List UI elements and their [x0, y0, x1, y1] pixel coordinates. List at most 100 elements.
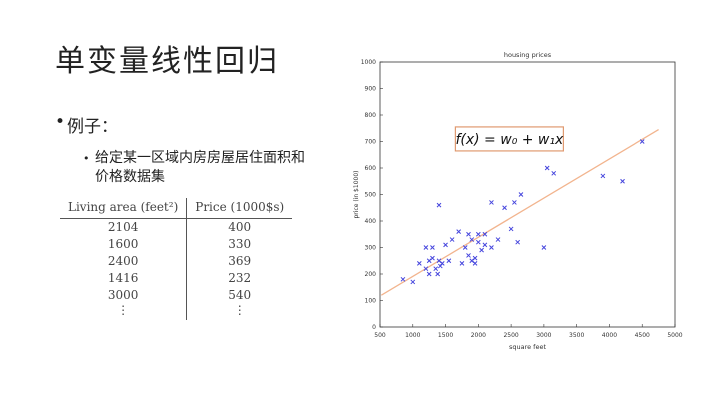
y-axis-label: price (in $1000) — [353, 171, 360, 219]
table-cell: ⋮ — [60, 304, 188, 320]
data-point — [472, 255, 478, 261]
y-tick-label: 800 — [365, 112, 377, 119]
plot-frame — [379, 61, 676, 328]
data-table: Living area (feet²) Price (1000$s) 2104 … — [60, 198, 293, 320]
data-point — [449, 237, 455, 242]
data-point — [472, 261, 478, 266]
data-point — [423, 245, 429, 250]
bullet-text: 例子： — [67, 117, 118, 137]
table-row-ellipsis: ⋮ ⋮ — [60, 304, 292, 320]
table-row: 2400 369 — [60, 253, 292, 270]
data-point — [430, 245, 435, 250]
bullet-list: • 例子： • 给定某一区域内房房屋居住面积和价格数据集 — [55, 112, 325, 187]
y-tick-label: 400 — [365, 218, 377, 225]
y-tick-label: 900 — [365, 86, 377, 93]
table-row: 3000 540 — [60, 287, 292, 304]
table-cell: ⋮ — [233, 303, 246, 317]
data-point — [518, 192, 524, 197]
x-tick-label: 3500 — [569, 332, 584, 339]
x-tick-label: 2500 — [503, 332, 518, 339]
data-point — [430, 255, 435, 261]
table-cell: 232 — [228, 271, 252, 285]
y-tick-label: 300 — [365, 245, 377, 252]
data-point — [466, 231, 471, 237]
data-point — [469, 237, 475, 242]
data-point — [416, 261, 422, 266]
bullet-dot: • — [83, 152, 90, 165]
table-row: 1416 232 — [60, 270, 292, 287]
table-cell: 400 — [228, 220, 252, 234]
table-cell: 330 — [228, 237, 252, 251]
table-cell: 3000 — [60, 287, 188, 304]
data-point — [456, 229, 462, 234]
data-point — [508, 226, 514, 232]
data-point — [479, 247, 484, 253]
data-point — [495, 237, 501, 242]
table-cell: 369 — [228, 254, 252, 268]
table-cell: 1600 — [60, 236, 188, 253]
x-tick-label: 500 — [374, 332, 386, 339]
table-row: 1600 330 — [60, 236, 292, 253]
data-point — [433, 266, 439, 272]
formula-text: f(x) = w₀ + w₁x — [455, 132, 564, 148]
table-cell: 1416 — [60, 270, 188, 287]
data-point — [489, 200, 494, 205]
x-tick-label: 3000 — [536, 332, 551, 339]
data-point — [541, 245, 547, 250]
data-point — [512, 200, 517, 205]
table-cell: 2104 — [60, 218, 188, 236]
bullet-item-example: • 例子： — [55, 112, 325, 137]
data-point — [502, 205, 507, 211]
data-point — [551, 170, 557, 176]
data-point — [620, 178, 625, 184]
data-point — [443, 242, 448, 248]
data-point — [489, 245, 494, 250]
table-cell: 540 — [228, 288, 252, 302]
table-header-area: Living area (feet²) — [60, 198, 188, 219]
data-point — [475, 231, 481, 237]
table-cell: 2400 — [60, 253, 188, 270]
data-point — [600, 173, 606, 179]
bullet-dot: • — [55, 112, 66, 132]
x-tick-label: 1500 — [438, 332, 453, 339]
data-point — [544, 165, 550, 171]
data-point — [459, 261, 465, 266]
data-point — [462, 245, 468, 250]
table-header-row: Living area (feet²) Price (1000$s) — [60, 198, 293, 219]
x-tick-label: 5000 — [667, 332, 682, 339]
data-point — [475, 239, 481, 245]
formula-box — [454, 126, 564, 152]
data-point — [436, 202, 442, 208]
data-point — [439, 261, 445, 266]
bullet-text: 给定某一区域内房房屋居住面积和价格数据集 — [95, 150, 305, 185]
y-tick-label: 1000 — [361, 59, 376, 66]
data-point — [515, 239, 521, 245]
y-tick-label: 700 — [365, 139, 377, 146]
slide-title: 单变量线性回归 — [55, 44, 279, 79]
data-point — [426, 271, 432, 277]
data-point — [466, 253, 471, 258]
data-point — [639, 139, 645, 144]
table-header-price: Price (1000$s) — [186, 198, 293, 219]
data-point — [400, 276, 406, 282]
x-axis-label: square feet — [509, 343, 546, 351]
data-point — [446, 258, 452, 264]
table-row: 2104 400 — [60, 218, 292, 236]
y-tick-label: 100 — [365, 298, 377, 305]
bullet-item-dataset: • 给定某一区域内房房屋居住面积和价格数据集 — [83, 149, 325, 187]
x-tick-label: 4000 — [602, 332, 617, 339]
data-point — [482, 242, 488, 248]
x-tick-label: 4500 — [635, 332, 650, 339]
y-tick-label: 0 — [372, 324, 376, 331]
x-tick-label: 1000 — [405, 332, 420, 339]
y-tick-label: 200 — [365, 271, 377, 278]
housing-chart: housing prices 500 1000 1500 2000 2500 3000 350… — [340, 42, 690, 362]
data-point — [482, 231, 488, 237]
y-tick-label: 500 — [365, 192, 377, 199]
data-point — [435, 271, 441, 277]
y-tick-label: 600 — [365, 165, 377, 172]
data-point — [410, 279, 416, 285]
x-tick-label: 2000 — [471, 332, 486, 339]
chart-title: housing prices — [504, 51, 552, 59]
